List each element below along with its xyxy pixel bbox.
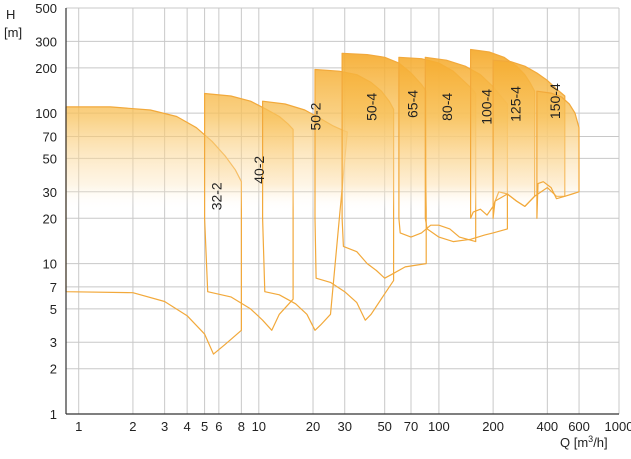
y-tick-label: 10 <box>43 257 57 272</box>
axes <box>65 8 619 415</box>
x-tick-label: 30 <box>338 419 352 434</box>
y-tick-label: 2 <box>50 362 57 377</box>
curve-label-40-2: 40-2 <box>251 156 267 184</box>
y-tick-label: 500 <box>35 1 57 16</box>
x-tick-label: 50 <box>377 419 391 434</box>
x-tick-label: 4 <box>184 419 191 434</box>
curve-label-32-2: 32-2 <box>208 182 224 210</box>
y-tick-label: 20 <box>43 211 57 226</box>
curve-label-125-4: 125-4 <box>508 86 524 122</box>
x-tick-label: 6 <box>215 419 222 434</box>
x-tick-label: 70 <box>404 419 418 434</box>
y-tick-label: 300 <box>35 34 57 49</box>
x-tick-label: 1 <box>75 419 82 434</box>
x-tick-label: 100 <box>428 419 450 434</box>
operating-areas <box>65 48 580 355</box>
curve-label-50-2: 50-2 <box>307 102 323 130</box>
curve-label-80-4: 80-4 <box>439 93 455 121</box>
curve-label-100-4: 100-4 <box>479 89 495 125</box>
area-150-4 <box>536 90 580 219</box>
y-tick-label: 5 <box>50 302 57 317</box>
y-tick-label: 3 <box>50 335 57 350</box>
y-tick-label: 70 <box>43 129 57 144</box>
y-tick-label: 7 <box>50 280 57 295</box>
curve-label-50-4: 50-4 <box>363 93 379 121</box>
x-tick-label: 400 <box>536 419 558 434</box>
x-tick-label: 20 <box>306 419 320 434</box>
y-axis-title: H <box>6 7 15 22</box>
x-tick-label: 1000 <box>605 419 631 434</box>
y-tick-label: 200 <box>35 61 57 76</box>
x-tick-label: 5 <box>201 419 208 434</box>
x-axis-title: Q [m3/h] <box>560 434 608 450</box>
curve-label-150-4: 150-4 <box>547 83 563 119</box>
x-tick-label: 200 <box>482 419 504 434</box>
x-tick-label: 10 <box>252 419 266 434</box>
y-tick-label: 50 <box>43 151 57 166</box>
y-tick-label: 30 <box>43 185 57 200</box>
tick-labels: 1 2 3 4 5 6 8 10 20 30 50 70 100 200 400 600 10001235710… <box>35 1 631 434</box>
y-tick-label: 100 <box>35 106 57 121</box>
y-tick-label: 1 <box>50 407 57 422</box>
x-tick-label: 8 <box>238 419 245 434</box>
x-tick-label: 2 <box>129 419 136 434</box>
y-axis-unit: [m] <box>4 25 22 40</box>
x-tick-label: 3 <box>161 419 168 434</box>
x-tick-label: 600 <box>568 419 590 434</box>
curve-labels: 32-2 40-2 50-2 50-4 65-4 80-4 100-4 125-4 150-4 <box>208 83 563 210</box>
curve-label-65-4: 65-4 <box>404 90 420 118</box>
